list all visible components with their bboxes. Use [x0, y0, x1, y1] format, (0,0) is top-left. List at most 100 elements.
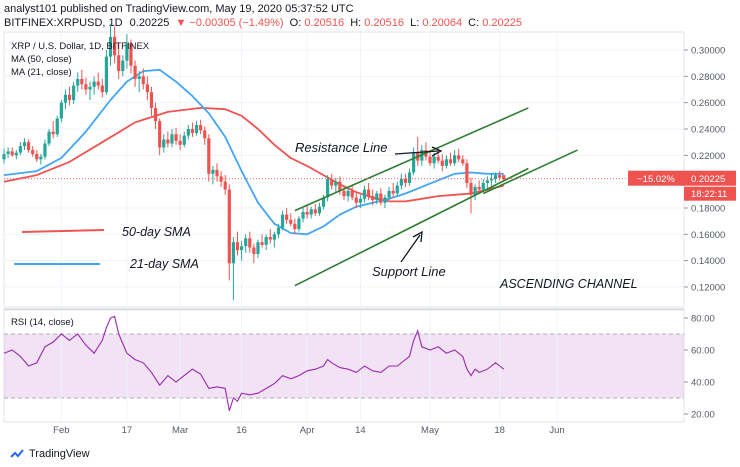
- channel-line-lower: [294, 167, 529, 287]
- candle-body: [326, 179, 330, 198]
- candle: [145, 76, 149, 101]
- candle-body: [141, 76, 145, 85]
- time-tick-label: 17: [122, 425, 133, 436]
- candle-body: [412, 152, 416, 173]
- ma50-line: [3, 107, 505, 203]
- candle: [39, 154, 43, 165]
- candle-body: [96, 81, 100, 86]
- rsi-band: [4, 311, 684, 421]
- price-tick-label: 0.12000: [691, 283, 725, 294]
- candle: [465, 159, 469, 189]
- candle: [244, 234, 248, 253]
- candle-body: [453, 155, 457, 164]
- channel-line-middle: [482, 149, 578, 195]
- candle-body: [108, 36, 113, 57]
- price-tick-label: 0.14000: [691, 256, 725, 267]
- candle: [43, 139, 47, 160]
- candle-body: [153, 107, 158, 122]
- candle-body: [342, 190, 346, 197]
- candle-body: [18, 146, 22, 153]
- candle-body: [346, 190, 350, 197]
- candle-body: [47, 131, 51, 144]
- candle-body: [219, 176, 223, 182]
- price-pane-frame: [3, 31, 685, 308]
- rsi-pane-frame: [3, 309, 685, 423]
- price-tag-label: 0.20225: [691, 174, 725, 185]
- symbol-line: BITFINEX:XRPUSD, 1D 0.20225 ▼ −0.00305 (…: [4, 17, 522, 29]
- candle: [289, 213, 293, 227]
- candle-body: [6, 151, 10, 155]
- moving-averages: [3, 68, 505, 236]
- candle: [350, 184, 354, 201]
- candle: [96, 72, 100, 90]
- time-tick-label: Mar: [172, 425, 188, 436]
- candle-body: [321, 197, 326, 207]
- tradingview-brand[interactable]: TradingView: [10, 448, 90, 460]
- candle-body: [293, 223, 297, 230]
- rsi-tick-label: 20.00: [691, 410, 715, 421]
- legend-ma21: MA (21, close): [11, 67, 72, 78]
- support-arrowhead: [412, 230, 423, 243]
- change-tag-label: −15.02%: [637, 174, 675, 185]
- candle: [285, 208, 289, 224]
- candle: [55, 115, 59, 137]
- candle-body: [92, 81, 96, 87]
- candle-body: [186, 129, 190, 136]
- candle-body: [72, 85, 76, 101]
- candle-body: [43, 143, 47, 157]
- candle-body: [100, 85, 104, 93]
- candle-body: [444, 159, 449, 166]
- candle-body: [436, 156, 440, 161]
- candle-body: [371, 196, 375, 201]
- candle: [379, 188, 383, 206]
- close-label: C:: [468, 17, 479, 29]
- candle: [469, 177, 473, 214]
- price-tag-bg: [684, 170, 736, 186]
- candle-body: [461, 159, 465, 164]
- candle: [63, 89, 68, 110]
- candle-body: [469, 182, 473, 195]
- rsi-axis: 80.00 60.00 40.00 20.00: [684, 314, 715, 421]
- candle-body: [362, 189, 367, 199]
- candle-body: [125, 43, 129, 61]
- candle: [35, 150, 39, 162]
- candle: [47, 129, 51, 147]
- candle: [22, 138, 27, 151]
- candle: [399, 173, 403, 190]
- open-label: O:: [290, 17, 302, 29]
- candle-body: [63, 94, 68, 103]
- countdown-tag-bg: [684, 186, 736, 201]
- candle-body: [399, 179, 403, 186]
- candle-body: [207, 138, 211, 174]
- candle: [330, 173, 334, 190]
- candle-body: [432, 156, 436, 164]
- candle-body: [149, 92, 154, 108]
- price-tick-label: 0.16000: [691, 230, 725, 241]
- candle-body: [227, 189, 231, 264]
- candle: [117, 43, 121, 79]
- candle: [26, 139, 31, 153]
- candle: [448, 152, 453, 166]
- candle-body: [358, 198, 362, 203]
- price-change: ▼ −0.00305 (−1.49%): [175, 17, 283, 29]
- candle-body: [448, 159, 453, 164]
- candle: [170, 129, 174, 148]
- candle-body: [498, 175, 502, 178]
- candle: [252, 243, 256, 264]
- candle: [317, 202, 322, 216]
- candle-body: [76, 78, 80, 86]
- candle: [2, 148, 6, 164]
- candle-body: [334, 181, 338, 186]
- candle-body: [338, 181, 342, 191]
- time-tick-label: 16: [236, 425, 247, 436]
- candle: [10, 147, 14, 157]
- candle-body: [465, 163, 469, 183]
- price-tags: −15.02% 0.20225 18:22:11: [4, 170, 736, 201]
- candle: [108, 23, 113, 66]
- rsi-tick-label: 80.00: [691, 314, 715, 325]
- candle-body: [301, 211, 305, 219]
- candle: [59, 100, 63, 123]
- candle-body: [248, 238, 252, 248]
- candle: [76, 72, 80, 93]
- candle-body: [268, 236, 272, 240]
